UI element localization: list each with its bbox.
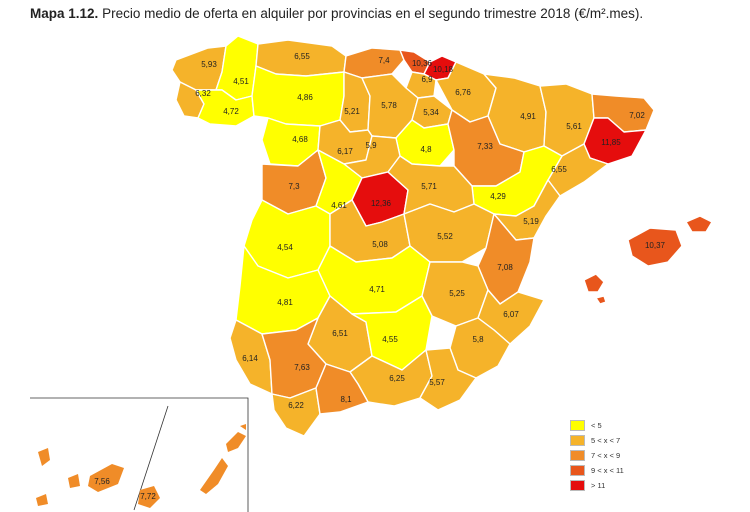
value-label-almeria: 5,57 (429, 378, 445, 387)
value-label-salamanca: 7,3 (288, 182, 300, 191)
map-legend: < 5 5 < x < 7 7 < x < 9 9 < x < 11 > 11 (570, 418, 624, 493)
legend-label: 5 < x < 7 (591, 436, 621, 445)
province-baleares-ibiza (583, 273, 605, 293)
value-label-bizkaia: 10,36 (412, 59, 433, 68)
legend-swatch (570, 480, 585, 491)
value-label-lleida: 5,61 (566, 122, 582, 131)
legend-label: 7 < x < 9 (591, 451, 621, 460)
value-label-granada: 6,25 (389, 374, 405, 383)
value-label-zamora: 4,68 (292, 135, 308, 144)
map-title: Mapa 1.12. Precio medio de oferta en alq… (30, 6, 643, 21)
value-label-murcia: 5,8 (472, 335, 484, 344)
value-label-pontevedra: 6,32 (195, 89, 211, 98)
province-baleares-mallorca (627, 227, 683, 267)
province-las-palmas-gran-canaria (138, 486, 160, 508)
value-label-cuenca: 5,52 (437, 232, 453, 241)
province-baleares-menorca (685, 215, 713, 233)
legend-swatch (570, 465, 585, 476)
value-label-alicante: 6,07 (503, 310, 519, 319)
value-label-sevilla: 7,63 (294, 363, 310, 372)
legend-item-9to11: 9 < x < 11 (570, 463, 624, 478)
value-label-cantabria: 7,4 (378, 56, 390, 65)
province-santa-cruz-la-gomera (68, 474, 80, 488)
value-label-leon: 4,86 (297, 93, 313, 102)
value-label-asturias: 6,55 (294, 52, 310, 61)
value-label-tarragona: 6,55 (551, 165, 567, 174)
value-label-huesca: 4,91 (520, 112, 536, 121)
value-label-castellon: 5,19 (523, 217, 539, 226)
province-guadalajara (387, 155, 475, 215)
value-label-girona: 7,02 (629, 111, 645, 120)
province-santa-cruz-tenerife (88, 464, 124, 492)
value-label-a-coruna: 5,93 (201, 60, 217, 69)
value-label-santa-cruz: 7,56 (94, 477, 110, 486)
map-title-text: Precio medio de oferta en alquiler por p… (102, 6, 644, 21)
value-label-toledo: 5,08 (372, 240, 388, 249)
legend-item-5to7: 5 < x < 7 (570, 433, 624, 448)
legend-swatch (570, 420, 585, 431)
value-label-gipuzkoa: 10,18 (433, 65, 454, 74)
value-label-lugo: 4,51 (233, 77, 249, 86)
legend-label: > 11 (591, 481, 606, 490)
value-label-las-palmas: 7,72 (140, 492, 156, 501)
legend-label: < 5 (591, 421, 602, 430)
value-label-soria: 4,8 (420, 145, 432, 154)
value-label-avila: 4,61 (331, 201, 347, 210)
value-label-ourense: 4,72 (223, 107, 239, 116)
value-label-badajoz: 4,81 (277, 298, 293, 307)
province-santa-cruz-la-palma (38, 448, 50, 466)
province-malaga (315, 363, 369, 415)
province-santa-cruz-el-hierro (36, 494, 48, 506)
value-label-teruel: 4,29 (490, 192, 506, 201)
legend-item-lt5: < 5 (570, 418, 624, 433)
value-label-malaga: 8,1 (340, 395, 352, 404)
legend-label: 9 < x < 11 (591, 466, 624, 475)
value-label-caceres: 4,54 (277, 243, 293, 252)
value-label-barcelona: 11,85 (601, 138, 621, 147)
value-label-segovia: 5,9 (365, 141, 377, 150)
value-label-la-rioja: 5,34 (423, 108, 439, 117)
province-baleares-formentera (595, 295, 607, 305)
canary-inset-border (30, 397, 249, 512)
province-cadiz (271, 387, 321, 437)
value-label-cordoba: 6,51 (332, 329, 348, 338)
province-las-palmas-islet (240, 424, 246, 430)
value-label-zaragoza: 7,33 (477, 142, 493, 151)
value-label-jaen: 4,55 (382, 335, 398, 344)
value-label-burgos: 5,78 (381, 101, 397, 110)
value-label-albacete: 5,25 (449, 289, 465, 298)
legend-swatch (570, 450, 585, 461)
value-label-huelva: 6,14 (242, 354, 258, 363)
province-almeria (419, 347, 477, 411)
value-label-madrid: 12,36 (371, 199, 392, 208)
legend-swatch (570, 435, 585, 446)
province-las-palmas-lanzarote (226, 432, 246, 452)
province-las-palmas-fuerteventura (200, 458, 228, 494)
value-label-ciudad-real: 4,71 (369, 285, 385, 294)
value-label-navarra: 6,76 (455, 88, 471, 97)
legend-item-7to9: 7 < x < 9 (570, 448, 624, 463)
value-label-guadalajara: 5,71 (421, 182, 437, 191)
province-cantabria (343, 47, 405, 79)
map-number: Mapa 1.12. (30, 6, 99, 21)
value-label-valencia: 7,08 (497, 263, 513, 272)
value-label-alava: 6,9 (421, 75, 433, 84)
value-label-cadiz: 6,22 (288, 401, 304, 410)
value-label-palencia: 5,21 (344, 107, 360, 116)
value-label-baleares: 10,37 (645, 241, 666, 250)
value-label-valladolid: 6,17 (337, 147, 353, 156)
legend-item-gt11: > 11 (570, 478, 624, 493)
